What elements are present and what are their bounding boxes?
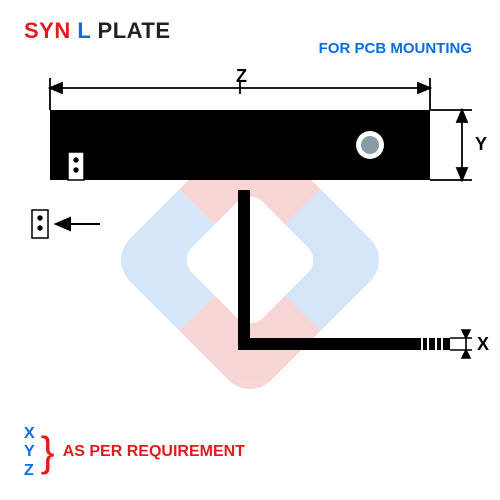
dim-label-y: Y xyxy=(475,134,487,155)
title-word-2: L xyxy=(77,18,91,43)
mounting-hole xyxy=(356,131,384,159)
product-title: SYN L PLATE xyxy=(24,18,171,44)
title-word-3: PLATE xyxy=(98,18,171,43)
dim-label-z: Z xyxy=(236,66,247,87)
terminal-arrow xyxy=(56,218,100,230)
legend-brace: } xyxy=(41,431,55,473)
title-word-1: SYN xyxy=(24,18,71,43)
legend: X Y Z } AS PER REQUIREMENT xyxy=(24,425,245,480)
legend-x: X xyxy=(24,425,35,443)
legend-z: Z xyxy=(24,462,35,480)
dim-label-x: X xyxy=(477,334,489,355)
plate-side-profile xyxy=(238,190,450,350)
mounting-subtitle: FOR PCB MOUNTING xyxy=(319,40,472,57)
legend-y: Y xyxy=(24,443,35,461)
terminal-on-plate xyxy=(68,152,84,180)
legend-letters: X Y Z xyxy=(24,425,35,480)
dim-x xyxy=(450,330,472,358)
terminal-detail xyxy=(32,210,48,238)
legend-text: AS PER REQUIREMENT xyxy=(63,443,245,461)
dim-y xyxy=(430,110,472,180)
